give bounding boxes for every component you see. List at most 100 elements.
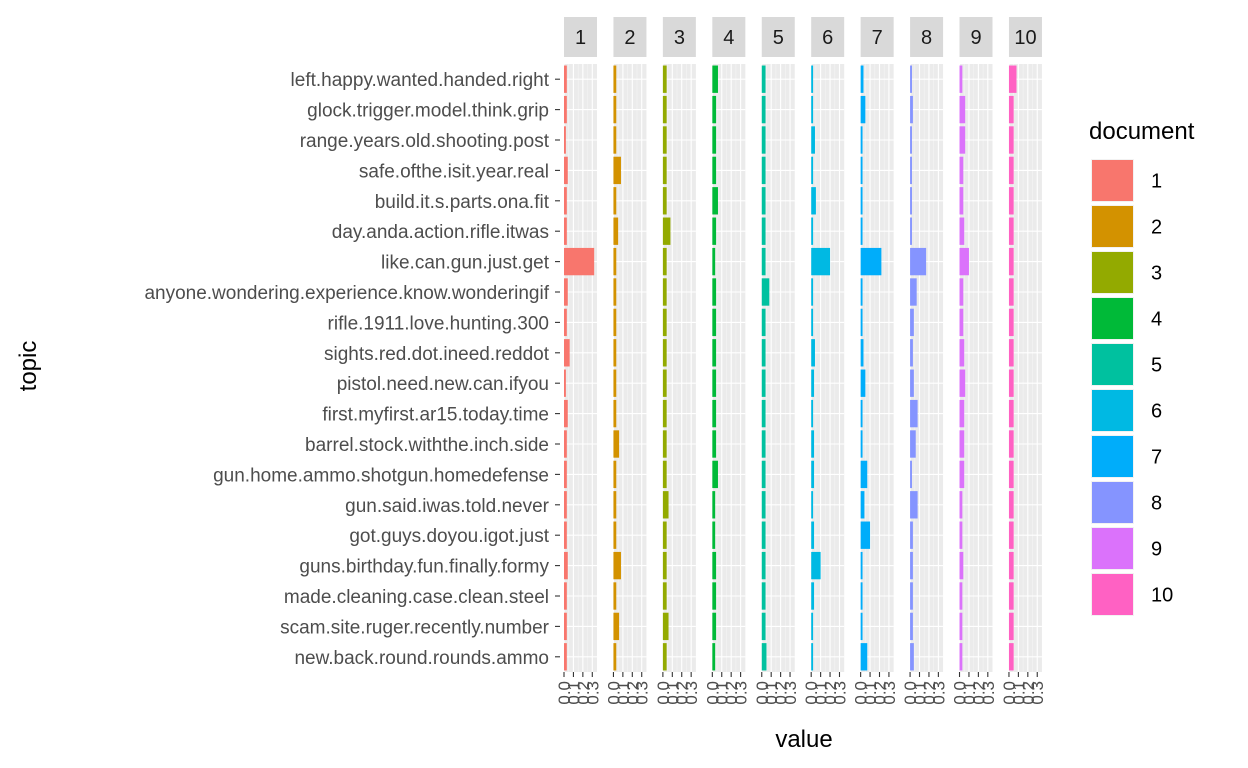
y-tick-label: build.it.s.parts.ona.fit bbox=[375, 192, 550, 213]
legend-label: 4 bbox=[1151, 309, 1162, 331]
bar bbox=[910, 460, 912, 489]
legend-label: 1 bbox=[1151, 171, 1162, 193]
bar bbox=[1008, 369, 1014, 397]
bar bbox=[662, 95, 667, 124]
bar bbox=[564, 643, 567, 671]
bar bbox=[811, 247, 831, 276]
bar bbox=[910, 247, 927, 276]
bar bbox=[662, 399, 667, 428]
bar bbox=[613, 369, 617, 397]
y-tick-label: like.can.gun.just.get bbox=[381, 253, 550, 274]
bar bbox=[959, 491, 963, 519]
bar bbox=[564, 156, 568, 185]
x-tick-label: 0.2 bbox=[969, 681, 988, 705]
x-tick-label: 0.1 bbox=[762, 681, 781, 705]
x-tick-label: 0.1 bbox=[812, 681, 831, 705]
bar bbox=[761, 612, 766, 641]
bar bbox=[662, 156, 667, 185]
bar bbox=[613, 460, 617, 489]
legend-swatch bbox=[1092, 344, 1133, 385]
x-tick-label: 0.1 bbox=[861, 681, 880, 705]
legend-label: 2 bbox=[1151, 217, 1162, 239]
legend-swatch bbox=[1092, 160, 1133, 201]
bar bbox=[1008, 551, 1014, 580]
bar bbox=[761, 308, 766, 337]
bar bbox=[662, 430, 667, 458]
bar bbox=[811, 278, 814, 306]
x-tick-label: 0.0 bbox=[852, 681, 871, 705]
y-tick-label: gun.home.ammo.shotgun.homedefense bbox=[213, 465, 549, 486]
panel-background bbox=[910, 64, 944, 672]
bar bbox=[613, 95, 617, 124]
bar bbox=[564, 95, 567, 124]
bar bbox=[761, 521, 766, 549]
facet-strip bbox=[564, 17, 597, 57]
bar bbox=[613, 278, 617, 306]
bar bbox=[761, 65, 766, 93]
bar bbox=[1008, 217, 1014, 245]
bar bbox=[712, 521, 716, 549]
bar bbox=[959, 278, 964, 306]
bar bbox=[811, 156, 814, 185]
bar bbox=[811, 582, 815, 610]
bar bbox=[910, 551, 913, 580]
bar bbox=[564, 521, 567, 549]
bar bbox=[959, 156, 964, 185]
bar bbox=[712, 156, 717, 185]
bar bbox=[959, 247, 969, 276]
y-tick-label: day.anda.action.rifle.itwas bbox=[332, 222, 549, 243]
bar bbox=[959, 339, 965, 367]
bar bbox=[564, 278, 568, 306]
bar bbox=[910, 491, 918, 519]
bar bbox=[959, 95, 966, 124]
facet-strip bbox=[959, 17, 993, 57]
bar bbox=[811, 521, 815, 549]
bar bbox=[959, 551, 964, 580]
bar bbox=[564, 460, 567, 489]
bar bbox=[712, 217, 717, 245]
facet-panel-3: 3 0.00.10.20.3 bbox=[654, 17, 701, 705]
bar bbox=[761, 369, 766, 397]
bar bbox=[564, 399, 568, 428]
x-tick-label: 0.3 bbox=[880, 681, 899, 705]
bar bbox=[811, 65, 814, 93]
facet-strip-label: 8 bbox=[921, 27, 932, 49]
facet-strip bbox=[910, 17, 944, 57]
bar bbox=[910, 369, 914, 397]
bar bbox=[910, 339, 913, 367]
facet-panel-8: 8 0.00.10.20.3 bbox=[901, 17, 948, 705]
bar bbox=[910, 643, 914, 671]
legend-item-7: 7 bbox=[1091, 435, 1162, 478]
bar bbox=[712, 430, 717, 458]
legend-title: document bbox=[1089, 118, 1195, 145]
x-tick-label: 0.2 bbox=[821, 681, 840, 705]
facet-strip-label: 5 bbox=[773, 27, 784, 49]
bar bbox=[564, 612, 567, 641]
bar bbox=[860, 369, 866, 397]
bar bbox=[811, 643, 814, 671]
facet-panel-1: 1 0.00.10.20.3 bbox=[555, 17, 602, 705]
x-tick-label: 0.0 bbox=[1000, 681, 1019, 705]
bar bbox=[564, 491, 567, 519]
bar bbox=[712, 339, 717, 367]
bar bbox=[613, 156, 621, 185]
bar bbox=[860, 399, 863, 428]
bar bbox=[1008, 491, 1014, 519]
x-tick-label: 0.1 bbox=[911, 681, 930, 705]
x-tick-label: 0.1 bbox=[960, 681, 979, 705]
legend-swatch bbox=[1092, 482, 1133, 523]
bar bbox=[712, 187, 718, 215]
bar bbox=[662, 126, 667, 154]
bar bbox=[712, 399, 717, 428]
bar bbox=[662, 612, 669, 641]
legend-item-1: 1 bbox=[1091, 159, 1162, 202]
bar bbox=[860, 278, 863, 306]
panel-background bbox=[1008, 64, 1042, 672]
facet-strip-label: 2 bbox=[624, 27, 635, 49]
bar bbox=[860, 521, 871, 549]
bar bbox=[811, 612, 814, 641]
bar bbox=[613, 126, 617, 154]
facet-strip bbox=[712, 17, 746, 57]
bar bbox=[860, 339, 864, 367]
x-tick-label: 0.0 bbox=[753, 681, 772, 705]
